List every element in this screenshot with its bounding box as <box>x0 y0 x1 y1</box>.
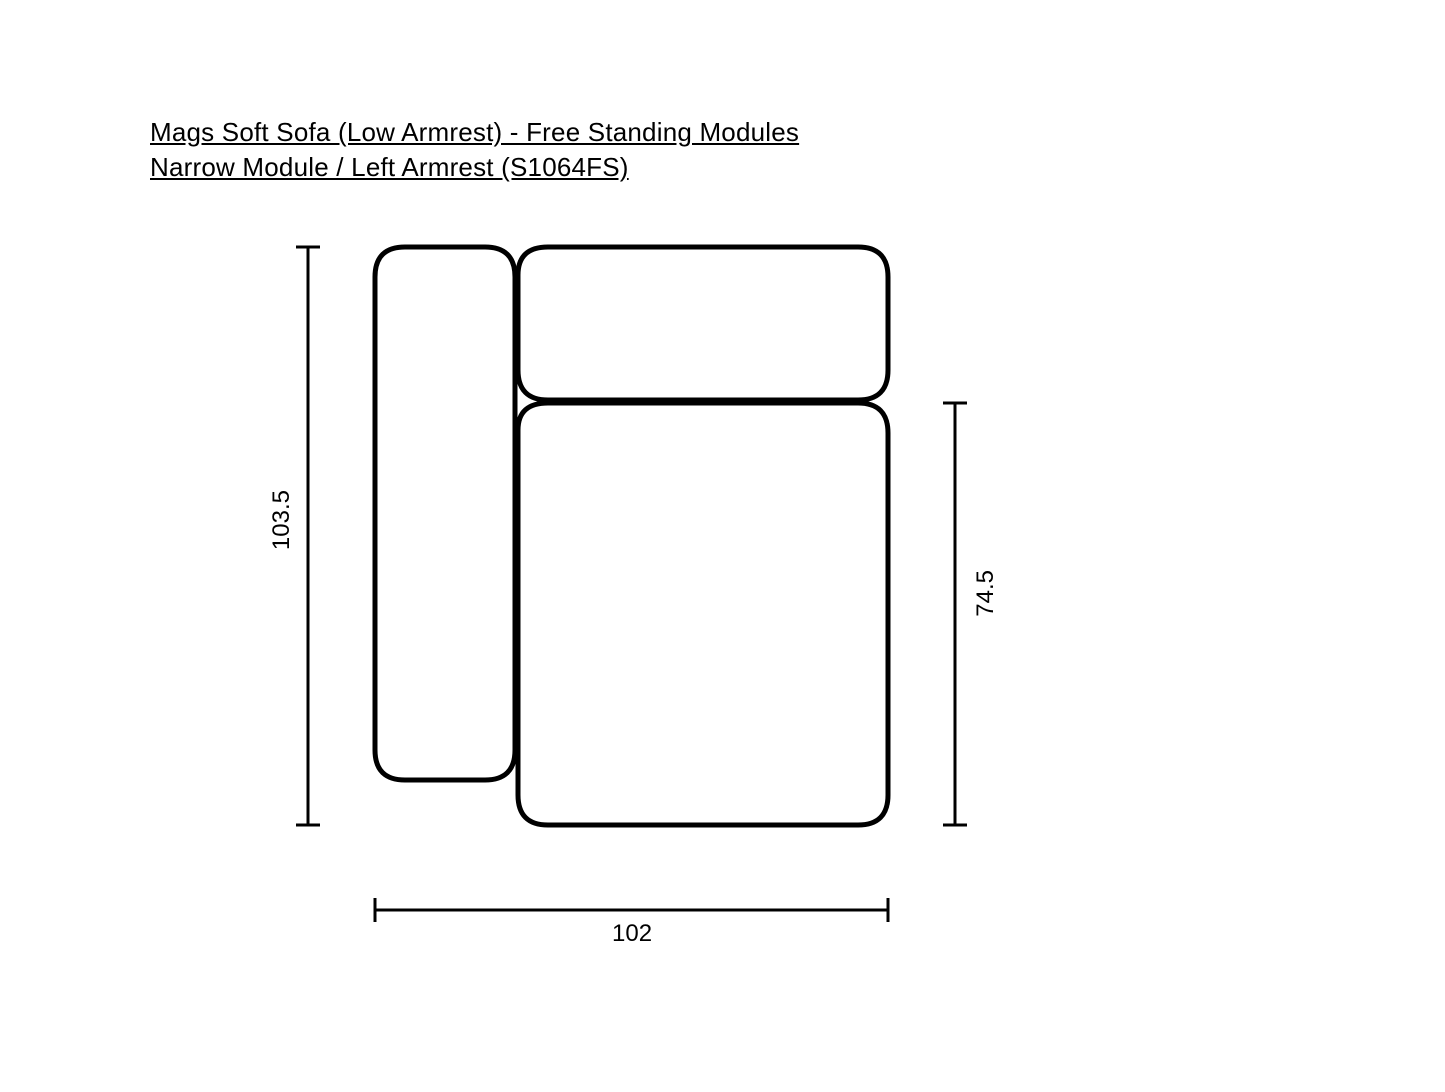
seat-shape <box>518 403 888 825</box>
dimension-right <box>943 403 967 825</box>
sofa-diagram-svg <box>0 0 1445 1087</box>
technical-drawing: 103.5 74.5 102 <box>0 0 1445 1087</box>
dimension-label-height-seat: 74.5 <box>972 570 1000 617</box>
dimension-label-width: 102 <box>612 920 652 948</box>
armrest-shape <box>375 247 515 780</box>
dimension-bottom <box>375 898 888 922</box>
dimension-label-height-full: 103.5 <box>268 490 296 550</box>
backrest-shape <box>518 247 888 400</box>
dimension-left <box>296 247 320 825</box>
